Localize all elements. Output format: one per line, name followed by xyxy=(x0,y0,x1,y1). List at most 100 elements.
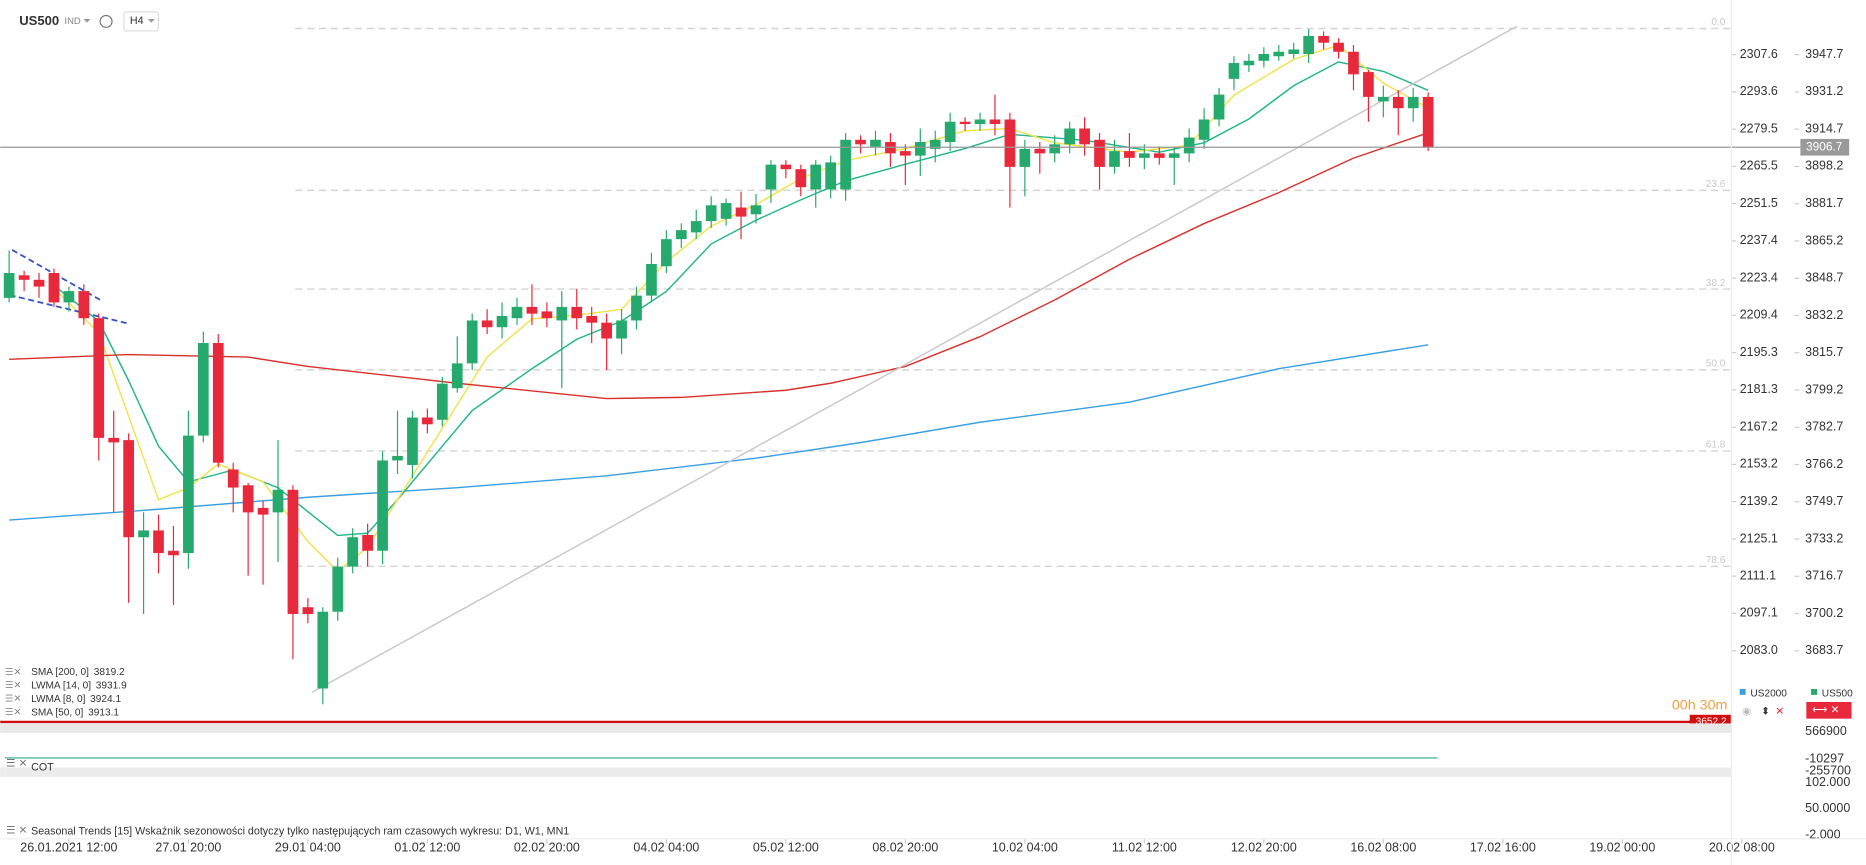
candle-body xyxy=(1168,153,1180,158)
x-tick-label: 17.02 16:00 xyxy=(1470,841,1536,855)
indicator-legend-item[interactable]: LWMA [14, 0] 3931.9 xyxy=(31,680,127,691)
y2-tick-label: 2139.2 xyxy=(1740,494,1778,508)
y2-tick-label: 2223.4 xyxy=(1740,270,1778,284)
candle-body xyxy=(1183,137,1195,154)
candle-body xyxy=(1422,96,1434,148)
y2-tick-label: 2195.3 xyxy=(1740,345,1778,359)
timeframe: H4 xyxy=(130,15,144,27)
fib-label: 78.6 xyxy=(1706,555,1726,566)
y-tick-label: 3815.7 xyxy=(1805,345,1843,359)
candle-body xyxy=(855,139,866,145)
timeframe-select[interactable] xyxy=(123,11,160,32)
dropdown-icon xyxy=(147,19,155,23)
candle-body xyxy=(1303,35,1315,55)
candle-body xyxy=(287,489,299,614)
y2-tick-label: 2265.5 xyxy=(1740,159,1778,173)
y-tick-label: 3700.2 xyxy=(1805,606,1843,620)
y-tick-label: 3914.7 xyxy=(1805,121,1843,135)
candle-body xyxy=(78,291,90,319)
close-icon[interactable]: ✕ xyxy=(1775,705,1784,717)
legend-icon[interactable]: ☰✕ xyxy=(5,694,22,705)
y-tick-label: 3832.2 xyxy=(1805,308,1843,322)
y2-tick-label: 2293.6 xyxy=(1740,84,1778,98)
candle-body xyxy=(1392,96,1404,109)
candle-body xyxy=(108,437,120,443)
trend-line xyxy=(311,25,1518,694)
candle-body xyxy=(750,205,762,215)
candle-body xyxy=(944,121,956,143)
legend-icon[interactable]: ☰✕ xyxy=(5,707,22,718)
legend-item[interactable]: US2000 xyxy=(1750,688,1787,699)
legend-swatch xyxy=(1811,688,1818,695)
legend-item[interactable]: US500 xyxy=(1822,688,1853,699)
candle-body xyxy=(1363,72,1374,97)
candle-body xyxy=(1348,51,1359,75)
indicator-line xyxy=(9,132,1429,400)
indicator-legend-item[interactable]: SMA [200, 0] 3819.2 xyxy=(31,667,125,678)
sort-icon[interactable]: ⬍ xyxy=(1761,705,1770,717)
legend-icon[interactable]: ☰✕ xyxy=(5,667,22,678)
seasonal-tick-label: 50.0000 xyxy=(1805,801,1850,815)
indicator-value: 3913.1 xyxy=(88,707,119,718)
candle-body xyxy=(168,550,179,556)
candle-body xyxy=(347,537,359,567)
candle-body xyxy=(496,315,508,328)
pane-icon[interactable]: ☰ ✕ xyxy=(6,824,28,836)
candle-body xyxy=(601,322,612,339)
candle-body xyxy=(900,151,911,156)
candle-body xyxy=(1333,42,1344,52)
legend-icon[interactable]: ☰✕ xyxy=(5,680,22,691)
x-tick-label: 10.02 04:00 xyxy=(992,841,1058,855)
candle-body xyxy=(1213,94,1225,120)
candle-body xyxy=(989,119,1001,124)
candle-body xyxy=(227,469,239,488)
symbol-kind: IND xyxy=(64,16,81,27)
symbol[interactable]: US500 xyxy=(19,13,59,28)
info-icon[interactable] xyxy=(99,14,113,28)
x-tick-label: 01.02 12:00 xyxy=(394,841,460,855)
dropdown-icon[interactable] xyxy=(83,19,91,23)
candle-body xyxy=(959,121,971,124)
candle-body xyxy=(242,485,254,513)
y2-tick-label: 2209.4 xyxy=(1740,308,1778,322)
eye-icon[interactable]: ◉ xyxy=(1742,705,1751,717)
candle-body xyxy=(1124,151,1135,158)
x-tick-label: 27.01 20:00 xyxy=(155,841,221,855)
y2-tick-label: 2279.5 xyxy=(1740,122,1778,136)
candle-body xyxy=(272,489,284,513)
candle-body xyxy=(810,164,822,190)
cot-tick: 566900 xyxy=(1805,724,1847,738)
candle-body xyxy=(481,320,493,328)
indicator-lines xyxy=(9,44,1429,573)
pane-separator[interactable] xyxy=(0,723,1732,733)
indicator-value: 3924.1 xyxy=(90,694,121,705)
candle-body xyxy=(466,320,478,364)
fib-label: 50.0 xyxy=(1706,359,1726,370)
seasonal-tick-label: 102.000 xyxy=(1805,775,1850,789)
candle-body xyxy=(631,295,642,321)
pane-icon[interactable]: ☰ ✕ xyxy=(6,758,28,770)
cot-label: COT xyxy=(31,761,54,773)
pane-separator[interactable] xyxy=(0,767,1732,777)
remove-button[interactable] xyxy=(1806,701,1852,719)
price-tag xyxy=(1800,138,1850,156)
y-tick-label: 3931.2 xyxy=(1805,84,1843,98)
candle-body xyxy=(929,139,941,149)
x-tick-label: 04.02 04:00 xyxy=(633,841,699,855)
y2-tick-label: 2167.2 xyxy=(1740,420,1778,434)
candle-body xyxy=(556,306,568,321)
indicator-legend-item[interactable]: SMA [50, 0] 3913.1 xyxy=(31,707,119,718)
y-tick-label: 3947.7 xyxy=(1805,47,1843,61)
candle-body xyxy=(392,455,403,461)
indicator-name: LWMA [14, 0] xyxy=(31,680,91,691)
candle-body xyxy=(825,162,837,190)
indicator-legend-item[interactable]: LWMA [8, 0] 3924.1 xyxy=(31,694,121,705)
fib-label: 38.2 xyxy=(1706,278,1726,289)
candle-body xyxy=(541,311,553,319)
x-tick-label: 26.01.2021 12:00 xyxy=(20,841,117,855)
candle-body xyxy=(183,435,194,554)
candle-body xyxy=(1079,128,1090,145)
candle-body xyxy=(914,142,926,156)
